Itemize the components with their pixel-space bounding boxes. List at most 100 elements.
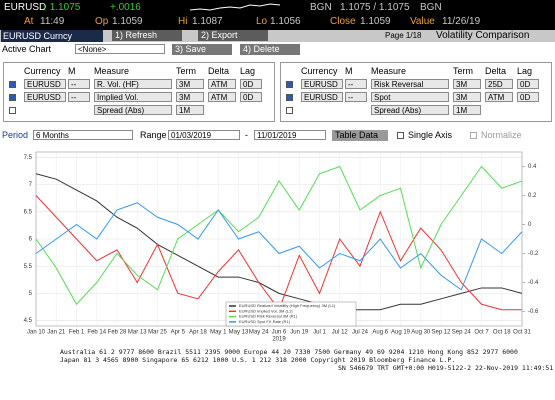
value: 1.1056 bbox=[270, 16, 301, 27]
legend-box bbox=[225, 301, 357, 327]
label: Active Chart bbox=[2, 44, 52, 54]
end-date[interactable]: 11/01/2019 bbox=[254, 130, 326, 140]
term-field[interactable]: 1M bbox=[453, 105, 481, 115]
m-field[interactable]: -- bbox=[345, 79, 367, 89]
source: BGN bbox=[420, 2, 442, 13]
x-tick-label: Feb 1 bbox=[69, 330, 85, 336]
y-tick-label: 7 bbox=[29, 182, 33, 188]
period-select[interactable]: 6 Months bbox=[33, 130, 133, 140]
y-tick-label: 5 bbox=[29, 291, 33, 297]
checkbox[interactable] bbox=[286, 81, 293, 88]
checkbox[interactable] bbox=[9, 107, 16, 114]
measure-field[interactable]: Spot bbox=[371, 92, 449, 102]
x-tick-label: Feb 14 bbox=[87, 330, 106, 336]
currency-field[interactable]: EURUSD bbox=[301, 79, 343, 89]
legend-label: EURUSD Implied Vol. 3M (L1) bbox=[239, 308, 293, 313]
term-field[interactable]: 3M bbox=[453, 92, 481, 102]
measure-field[interactable]: R. Vol. (HF) bbox=[94, 79, 172, 89]
legend-label: EURUSD Risk Reversal 3M (R1) bbox=[239, 314, 298, 319]
label: Normalize bbox=[481, 130, 522, 140]
y2-tick-label: -0.6 bbox=[528, 309, 539, 315]
label: Value bbox=[410, 16, 435, 27]
x-tick-label: Mar 25 bbox=[148, 330, 167, 336]
start-date[interactable]: 01/03/2019 bbox=[168, 130, 240, 140]
x-tick-label: Jul 24 bbox=[352, 330, 369, 336]
last-price: ↑ 1.1075 bbox=[42, 2, 81, 13]
x-tick-label: Aug 6 bbox=[372, 330, 388, 336]
x-tick-label: Jan 21 bbox=[47, 330, 66, 336]
term-field[interactable]: 3M bbox=[453, 79, 481, 89]
delete-button[interactable]: 4) Delete bbox=[240, 44, 300, 55]
x-tick-label: Jun 6 bbox=[272, 330, 287, 336]
lag-field[interactable]: 0D bbox=[517, 79, 539, 89]
delta-field[interactable]: ATM bbox=[485, 92, 513, 102]
label: Range bbox=[140, 130, 167, 140]
x-tick-label: May 13 bbox=[229, 330, 249, 336]
label: Period bbox=[2, 130, 29, 140]
lag-field[interactable]: 0D bbox=[240, 92, 262, 102]
y2-tick-label: 0.4 bbox=[528, 164, 537, 170]
value: 1.1059 bbox=[360, 16, 391, 27]
currency-field[interactable]: EURUSD bbox=[301, 92, 343, 102]
lag-field[interactable]: 0D bbox=[240, 79, 262, 89]
m-field[interactable]: -- bbox=[345, 92, 367, 102]
x-tick-label: Apr 5 bbox=[171, 330, 186, 336]
checkbox[interactable] bbox=[470, 132, 477, 139]
x-tick-label: May 24 bbox=[249, 330, 269, 336]
lag-field[interactable]: 0D bbox=[517, 92, 539, 102]
term-field[interactable]: 3M bbox=[176, 79, 204, 89]
term-field[interactable]: 1M bbox=[176, 105, 204, 115]
x-tick-label: Jan 10 bbox=[27, 330, 46, 336]
x-tick-label: Jul 12 bbox=[332, 330, 349, 336]
x-tick-label: Aug 30 bbox=[411, 330, 431, 336]
measure-field[interactable]: Spread (Abs) bbox=[371, 105, 449, 115]
measure-field[interactable]: Spread (Abs) bbox=[94, 105, 172, 115]
m-field[interactable]: -- bbox=[68, 92, 90, 102]
separator: - bbox=[245, 130, 248, 140]
currency-field[interactable]: EURUSD bbox=[24, 92, 66, 102]
checkbox[interactable] bbox=[9, 94, 16, 101]
checkbox[interactable] bbox=[286, 94, 293, 101]
column-header: Lag bbox=[240, 66, 256, 76]
y-tick-label: 5.5 bbox=[24, 264, 33, 270]
column-header: Delta bbox=[485, 66, 507, 76]
label: Close bbox=[330, 16, 356, 27]
footer-line: SN 546679 TRT GMT+0:00 H019-5122-2 22-No… bbox=[338, 364, 554, 372]
table-button[interactable]: Table Data bbox=[332, 130, 388, 141]
toolbar: EURUSD Curncy 1) Refresh 2) Export Page … bbox=[0, 30, 555, 42]
export-button[interactable]: 2) Export bbox=[198, 30, 268, 41]
x-axis-label: 2019 bbox=[272, 337, 286, 343]
x-tick-label: Feb 28 bbox=[108, 330, 127, 336]
quote-bar: EURUSD ↑ 1.1075 +.0016 BGN 1.1075 / 1.10… bbox=[0, 0, 555, 30]
currency-field[interactable]: EURUSD bbox=[24, 79, 66, 89]
checkbox[interactable] bbox=[9, 81, 16, 88]
save-button[interactable]: 3) Save bbox=[172, 44, 232, 55]
x-tick-label: Apr 18 bbox=[189, 330, 207, 336]
value: 11/26/19 bbox=[442, 16, 481, 27]
measure-field[interactable]: Risk Reversal bbox=[371, 79, 449, 89]
refresh-button[interactable]: 1) Refresh bbox=[112, 30, 182, 41]
series-line bbox=[35, 202, 523, 291]
series-line bbox=[35, 165, 523, 306]
page-number: Page 1/18 bbox=[385, 31, 422, 40]
security-input[interactable]: EURUSD Curncy bbox=[1, 30, 103, 42]
chart-select[interactable]: <None> bbox=[75, 44, 165, 54]
checkbox[interactable] bbox=[397, 132, 404, 139]
column-header: Measure bbox=[94, 66, 130, 76]
checkbox[interactable] bbox=[286, 107, 293, 114]
x-tick-label: Jun 19 bbox=[290, 330, 309, 336]
x-tick-label: Oct 7 bbox=[474, 330, 489, 336]
label: Single Axis bbox=[408, 130, 453, 140]
m-field[interactable]: -- bbox=[68, 79, 90, 89]
delta-field[interactable]: ATM bbox=[208, 92, 236, 102]
term-field[interactable]: 3M bbox=[176, 92, 204, 102]
sparkline bbox=[190, 3, 280, 11]
column-header: Term bbox=[453, 66, 473, 76]
measure-field[interactable]: Implied Vol. bbox=[94, 92, 172, 102]
delta-field[interactable]: 25D bbox=[485, 79, 513, 89]
delta-field[interactable]: ATM bbox=[208, 79, 236, 89]
bid-ask: 1.1075 / 1.1075 bbox=[340, 2, 410, 13]
x-tick-label: Jul 1 bbox=[313, 330, 326, 336]
label: Op bbox=[95, 16, 109, 27]
